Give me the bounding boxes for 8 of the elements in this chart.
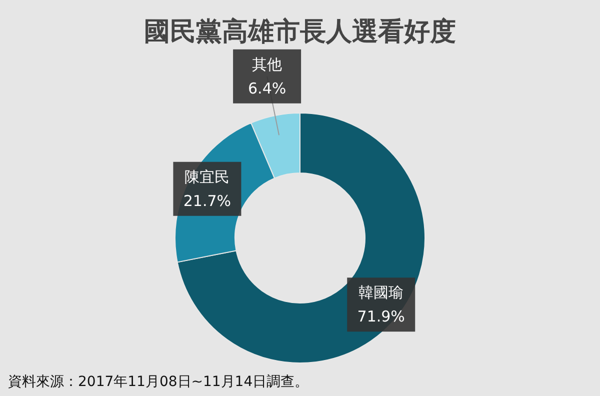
slice-label: 其他 (252, 55, 282, 74)
source-note: 資料來源：2017年11月08日~11月14日調查。 (8, 374, 309, 390)
chart-title: 國民黨高雄市長人選看好度 (144, 17, 456, 47)
data-label: 6.4% (248, 79, 286, 98)
slice-label: 陳宜民 (184, 168, 230, 186)
slice-label: 韓國瑜 (358, 284, 404, 302)
data-label: 71.9% (357, 308, 405, 326)
data-label: 21.7% (183, 192, 232, 210)
